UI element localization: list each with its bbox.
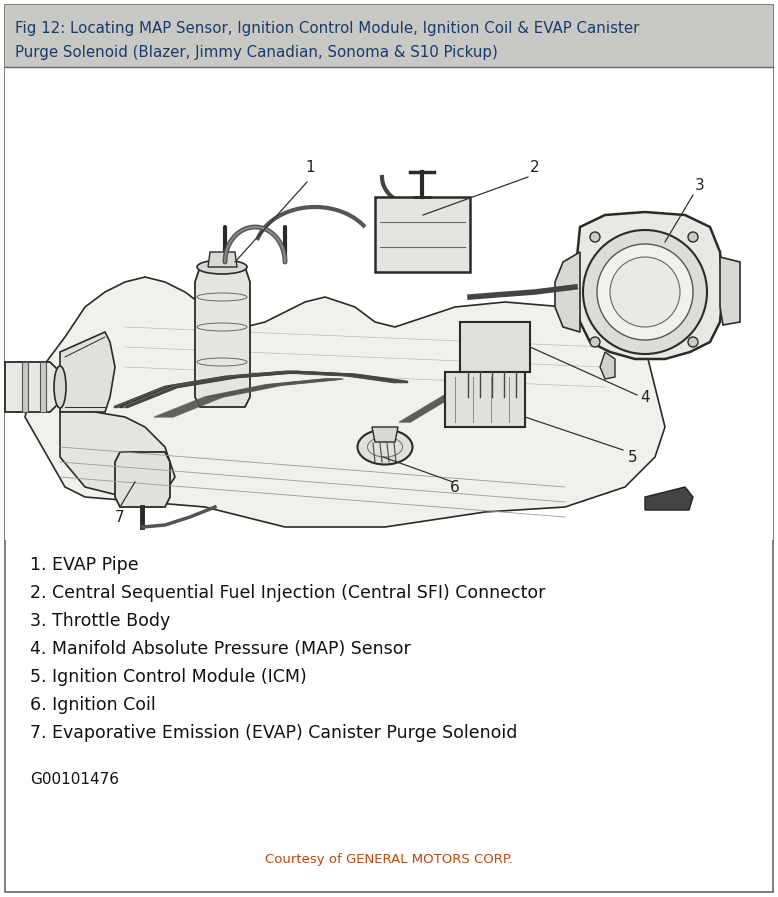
Text: Courtesy of GENERAL MOTORS CORP.: Courtesy of GENERAL MOTORS CORP.	[265, 854, 513, 867]
Circle shape	[583, 230, 707, 354]
Polygon shape	[208, 252, 237, 267]
Text: 3: 3	[695, 178, 705, 193]
Text: Fig 12: Locating MAP Sensor, Ignition Control Module, Ignition Coil & EVAP Canis: Fig 12: Locating MAP Sensor, Ignition Co…	[15, 21, 640, 36]
Bar	[460, 322, 530, 372]
Text: 5. Ignition Control Module (ICM): 5. Ignition Control Module (ICM)	[30, 668, 307, 686]
Text: 5: 5	[628, 449, 638, 465]
Text: 6: 6	[450, 480, 460, 494]
Circle shape	[597, 244, 693, 340]
Polygon shape	[645, 487, 693, 510]
Polygon shape	[720, 257, 740, 325]
Text: 7: 7	[115, 509, 124, 525]
Bar	[445, 372, 525, 427]
Text: 7. Evaporative Emission (EVAP) Canister Purge Solenoid: 7. Evaporative Emission (EVAP) Canister …	[30, 724, 517, 742]
Circle shape	[590, 337, 600, 347]
Polygon shape	[25, 277, 665, 527]
Text: 3. Throttle Body: 3. Throttle Body	[30, 612, 170, 630]
Polygon shape	[5, 362, 60, 412]
Bar	[5, 67, 773, 540]
Circle shape	[688, 232, 698, 242]
Circle shape	[610, 257, 680, 327]
Text: 1: 1	[305, 160, 315, 175]
Text: 2: 2	[530, 160, 540, 175]
Polygon shape	[22, 362, 28, 412]
Polygon shape	[60, 412, 175, 497]
Text: Purge Solenoid (Blazer, Jimmy Canadian, Sonoma & S10 Pickup): Purge Solenoid (Blazer, Jimmy Canadian, …	[15, 45, 498, 59]
Ellipse shape	[197, 260, 247, 274]
Polygon shape	[600, 352, 615, 379]
Text: G00101476: G00101476	[30, 771, 119, 787]
Polygon shape	[40, 362, 46, 412]
Circle shape	[688, 337, 698, 347]
Polygon shape	[115, 452, 170, 507]
Text: 6. Ignition Coil: 6. Ignition Coil	[30, 696, 156, 714]
Polygon shape	[575, 212, 723, 359]
Polygon shape	[372, 427, 398, 442]
Text: 2. Central Sequential Fuel Injection (Central SFI) Connector: 2. Central Sequential Fuel Injection (Ce…	[30, 584, 545, 602]
Ellipse shape	[358, 430, 412, 465]
Text: 4: 4	[640, 389, 650, 405]
Polygon shape	[60, 332, 115, 412]
Circle shape	[590, 232, 600, 242]
Text: 4. Manifold Absolute Pressure (MAP) Sensor: 4. Manifold Absolute Pressure (MAP) Sens…	[30, 640, 411, 658]
Ellipse shape	[54, 366, 66, 408]
Text: 1. EVAP Pipe: 1. EVAP Pipe	[30, 556, 138, 574]
Polygon shape	[195, 267, 250, 407]
Polygon shape	[555, 252, 580, 332]
Bar	[5, 5, 773, 67]
Bar	[375, 197, 470, 272]
